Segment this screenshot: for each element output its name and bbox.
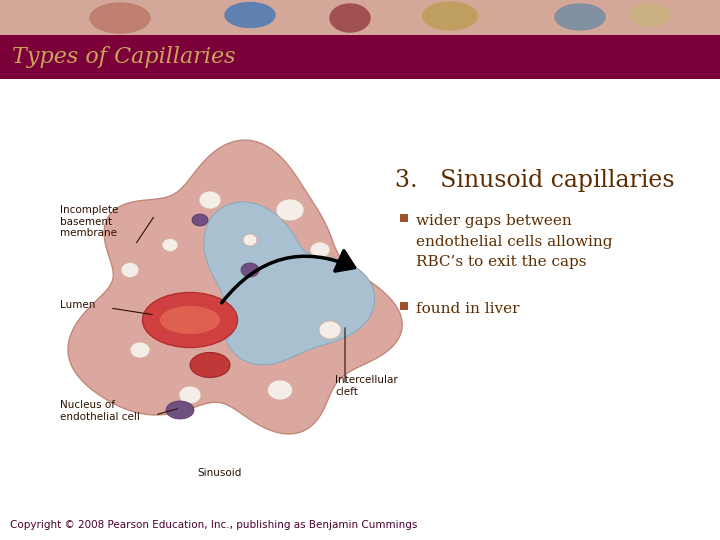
- Bar: [400, 302, 408, 310]
- Ellipse shape: [225, 3, 275, 28]
- Polygon shape: [68, 140, 402, 434]
- Ellipse shape: [555, 4, 605, 30]
- Bar: [0, 0, 720, 35]
- Ellipse shape: [190, 353, 230, 377]
- Ellipse shape: [268, 380, 292, 400]
- Text: Lumen: Lumen: [60, 300, 95, 310]
- Ellipse shape: [199, 191, 221, 209]
- Ellipse shape: [179, 386, 201, 404]
- Text: 3.   Sinusoid capillaries: 3. Sinusoid capillaries: [395, 169, 675, 192]
- Polygon shape: [204, 202, 375, 365]
- FancyArrowPatch shape: [222, 251, 354, 303]
- Text: Copyright © 2008 Pearson Education, Inc., publishing as Benjamin Cummings: Copyright © 2008 Pearson Education, Inc.…: [10, 520, 418, 530]
- Ellipse shape: [130, 342, 150, 358]
- Ellipse shape: [330, 4, 370, 32]
- Ellipse shape: [192, 214, 208, 226]
- Ellipse shape: [162, 239, 178, 252]
- Ellipse shape: [166, 401, 194, 419]
- Ellipse shape: [423, 2, 477, 30]
- Ellipse shape: [630, 4, 670, 26]
- Ellipse shape: [121, 262, 139, 278]
- Ellipse shape: [160, 306, 220, 334]
- Ellipse shape: [243, 234, 257, 246]
- Ellipse shape: [310, 242, 330, 258]
- Ellipse shape: [241, 263, 259, 277]
- Text: Types of Capillaries: Types of Capillaries: [12, 46, 235, 68]
- Ellipse shape: [276, 199, 304, 221]
- Bar: [0, 35, 720, 79]
- Ellipse shape: [319, 321, 341, 339]
- Text: Nucleus of
endothelial cell: Nucleus of endothelial cell: [60, 400, 140, 422]
- Text: Incomplete
basement
membrane: Incomplete basement membrane: [60, 205, 118, 238]
- Text: found in liver: found in liver: [416, 302, 520, 316]
- Ellipse shape: [90, 3, 150, 33]
- Text: Sinusoid: Sinusoid: [198, 468, 242, 478]
- Text: wider gaps between
endothelial cells allowing
RBC’s to exit the caps: wider gaps between endothelial cells all…: [416, 214, 613, 269]
- Ellipse shape: [143, 293, 238, 348]
- Text: Intercellular
cleft: Intercellular cleft: [335, 375, 397, 396]
- Bar: [400, 214, 408, 222]
